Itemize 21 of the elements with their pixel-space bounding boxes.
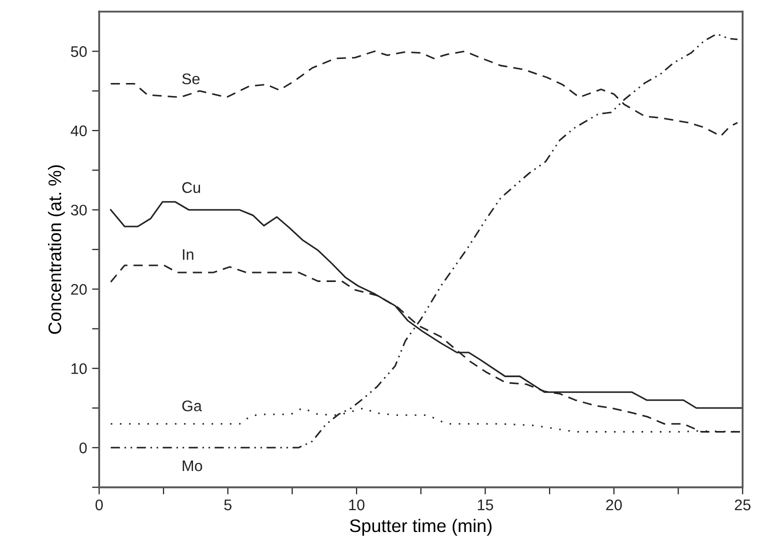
series-label: Cu: [182, 182, 200, 193]
y-tick-label: 0: [79, 442, 87, 454]
line-series: [110, 33, 738, 448]
x-tick-label: 15: [478, 500, 494, 510]
y-tick-label: 40: [70, 125, 87, 136]
series-label: Se: [182, 73, 200, 84]
y-axis-title: Concentration (at. %): [48, 165, 65, 334]
y-tick-label: 50: [70, 46, 87, 57]
x-axis-title: Sputter time (min): [350, 518, 492, 536]
y-tick-label: 30: [70, 204, 87, 216]
x-tick-label: 0: [96, 500, 103, 510]
x-tick-label: 5: [224, 500, 232, 510]
line-series: [110, 50, 738, 137]
x-tick-label: 20: [606, 500, 622, 510]
series-label: Ga: [182, 400, 202, 412]
y-tick-label: 20: [71, 284, 87, 295]
y-tick-label: 10: [72, 363, 87, 374]
x-tick-label: 25: [734, 500, 750, 510]
x-tick-label: 10: [349, 500, 364, 510]
series-label: Mo: [182, 460, 202, 472]
series-label: In: [182, 249, 194, 260]
